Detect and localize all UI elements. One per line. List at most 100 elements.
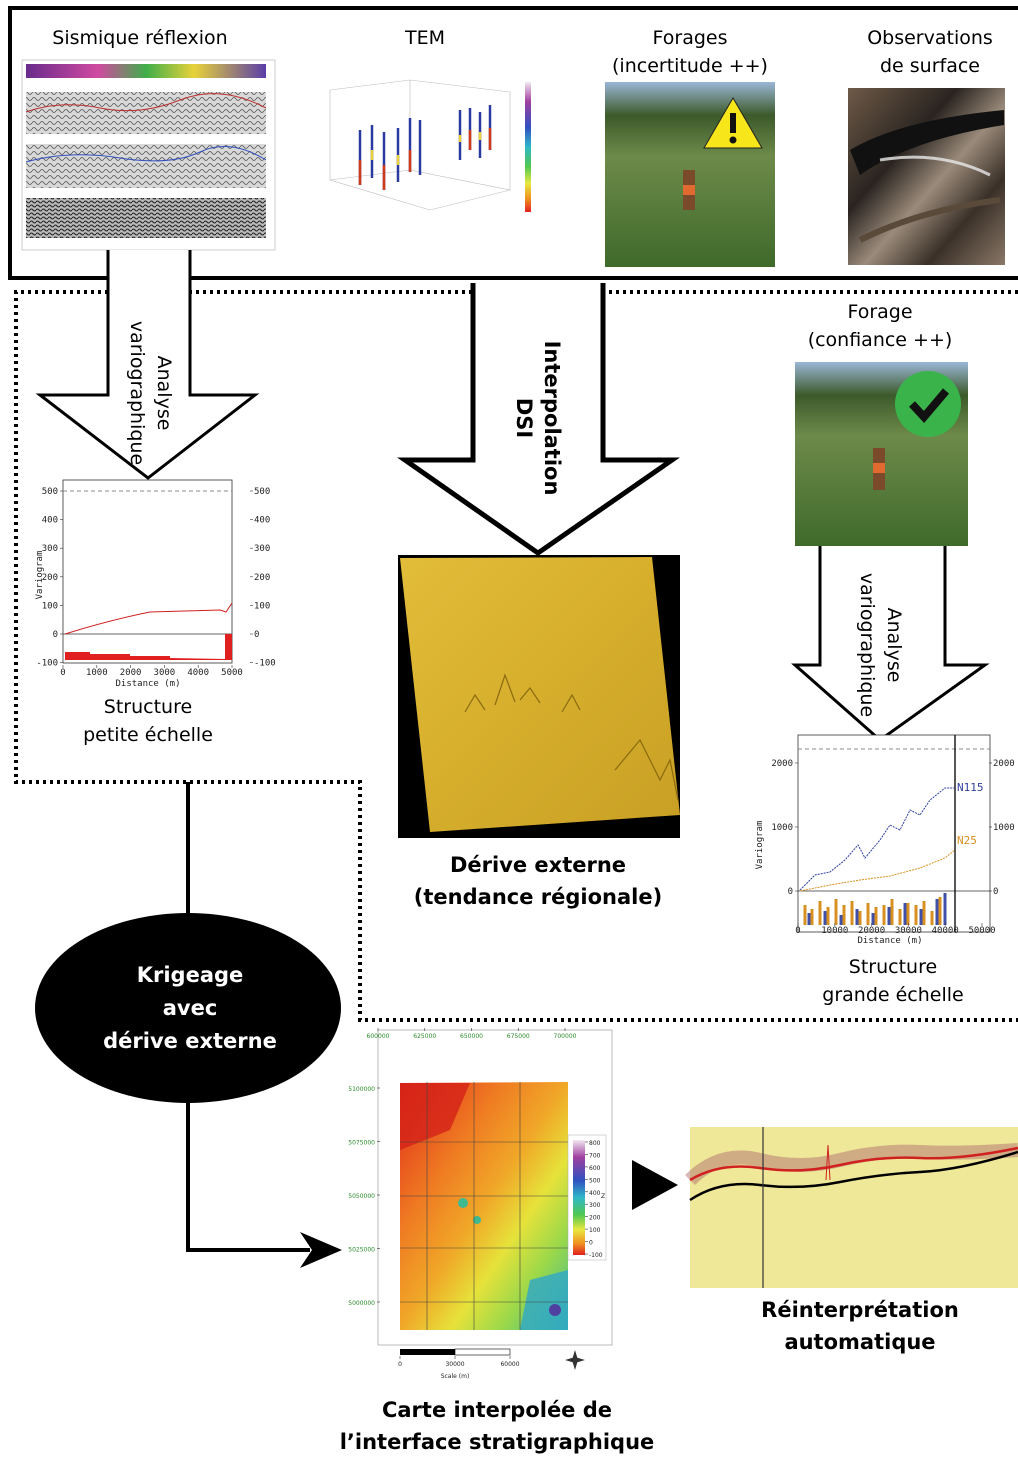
seismic-image: [22, 60, 275, 250]
y-tick-label: 2000: [771, 759, 793, 769]
colorbar-tick-label: 800: [589, 1140, 601, 1147]
y-tick-label: 5050000: [348, 1193, 375, 1200]
scale-tick-label: 30000: [445, 1361, 464, 1368]
series-label: N115: [957, 781, 984, 794]
y-axis-label: Variogram: [755, 821, 765, 870]
graphic: [549, 1304, 561, 1316]
page: Sismique réflexionTEMForages(incertitude…: [0, 0, 1018, 1458]
source-label: de surface: [880, 55, 980, 77]
center-arrow: [405, 283, 672, 553]
interpolated-map: [378, 1030, 612, 1370]
x-tick-label: 0: [60, 668, 65, 678]
x-tick-label: 0: [795, 926, 800, 936]
method-label: Analyse: [153, 356, 175, 431]
y2-tick-label: 1000: [993, 823, 1015, 833]
y2-tick-label: 400: [254, 516, 270, 526]
graphic: [26, 64, 266, 78]
y-tick-label: 5100000: [348, 1086, 375, 1093]
drift-surface: [398, 555, 680, 838]
tem-image: [330, 80, 531, 212]
borehole-label: (confiance ++): [808, 329, 953, 351]
method-label: variographique: [126, 321, 148, 465]
caption: petite échelle: [83, 724, 213, 746]
x-tick-label: 4000: [187, 668, 209, 678]
method-label: DSI: [512, 398, 536, 438]
x-tick-label: 10000: [821, 926, 848, 936]
graphic: [360, 128, 490, 190]
source-label: (incertitude ++): [612, 55, 768, 77]
y2-tick-label: 500: [254, 487, 270, 497]
y-tick-label: 500: [42, 487, 58, 497]
caption: Carte interpolée de: [382, 1398, 612, 1422]
y-axis-label: Variogram: [35, 551, 45, 600]
colorbar-tick-label: -100: [589, 1252, 603, 1259]
graphic: [730, 113, 736, 133]
diagram: Sismique réflexionTEMForages(incertitude…: [0, 0, 1018, 1458]
x-tick-label: 650000: [460, 1033, 483, 1040]
y-tick-label: 1000: [771, 823, 793, 833]
kriging-label: avec: [163, 996, 218, 1020]
graphic: [573, 1140, 585, 1255]
colorbar-tick-label: 200: [589, 1215, 601, 1222]
colorbar-tick-label: 100: [589, 1227, 601, 1234]
colorbar-tick-label: 700: [589, 1152, 601, 1159]
y-tick-label: 0: [788, 887, 793, 897]
method-label: variographique: [856, 573, 878, 717]
caption: Dérive externe: [450, 853, 626, 877]
x-tick-label: 2000: [120, 668, 142, 678]
caption: Structure: [104, 696, 192, 718]
graphic: [683, 185, 695, 195]
caption: Structure: [849, 956, 937, 978]
graphic: [895, 371, 961, 437]
y-tick-label: -100: [36, 659, 58, 669]
x-tick-label: 20000: [858, 926, 885, 936]
y-tick-label: 5075000: [348, 1140, 375, 1147]
x-axis-label: Distance (m): [115, 679, 180, 689]
caption: automatique: [784, 1330, 935, 1354]
x-tick-label: 3000: [154, 668, 176, 678]
outcrop-photo: [848, 88, 1005, 265]
method-label: Analyse: [883, 608, 905, 683]
caption: Réinterprétation: [761, 1298, 959, 1322]
x-tick-label: 675000: [507, 1033, 530, 1040]
small-variogram: [63, 480, 232, 663]
source-label: Forages: [653, 27, 728, 49]
x-tick-label: 5000: [221, 668, 243, 678]
graphic: [730, 137, 737, 144]
x-tick-label: 50000: [968, 926, 995, 936]
graphic: [400, 557, 680, 832]
colorbar-tick-label: 400: [589, 1190, 601, 1197]
y-tick-label: 0: [53, 630, 58, 640]
y-tick-label: 5025000: [348, 1247, 375, 1254]
kriging-label: Krigeage: [137, 963, 244, 987]
scale-tick-label: 0: [398, 1361, 402, 1368]
x-tick-label: 40000: [932, 926, 959, 936]
x-axis-label: Distance (m): [857, 936, 922, 946]
y2-tick-label: 0: [254, 630, 259, 640]
graphic: [372, 132, 480, 165]
x-tick-label: 1000: [86, 668, 108, 678]
method-label: Interpolation: [540, 341, 564, 496]
kriging-label: dérive externe: [103, 1029, 277, 1053]
caption: grande échelle: [822, 984, 963, 1006]
graphic: [873, 463, 885, 473]
colorbar-tick-label: 600: [589, 1165, 601, 1172]
source-label: Sismique réflexion: [52, 27, 227, 49]
y-tick-label: 5000000: [348, 1300, 375, 1307]
graphic: [565, 1350, 585, 1370]
series-label: N25: [957, 834, 977, 847]
source-label: Observations: [867, 27, 993, 49]
scale-label: Scale (m): [441, 1373, 470, 1380]
y2-tick-label: 100: [254, 601, 270, 611]
caption: l’interface stratigraphique: [340, 1430, 655, 1454]
borehole-photo-confident: [795, 362, 968, 546]
y-tick-label: 400: [42, 516, 58, 526]
graphic: [26, 92, 266, 134]
y2-tick-label: 0: [993, 887, 998, 897]
graphic: [400, 1349, 455, 1355]
colorbar-tick-label: 500: [589, 1177, 601, 1184]
y2-tick-label: 300: [254, 544, 270, 554]
y2-tick-label: 2000: [993, 759, 1015, 769]
y2-tick-label: 200: [254, 573, 270, 583]
caption: (tendance régionale): [414, 885, 662, 909]
